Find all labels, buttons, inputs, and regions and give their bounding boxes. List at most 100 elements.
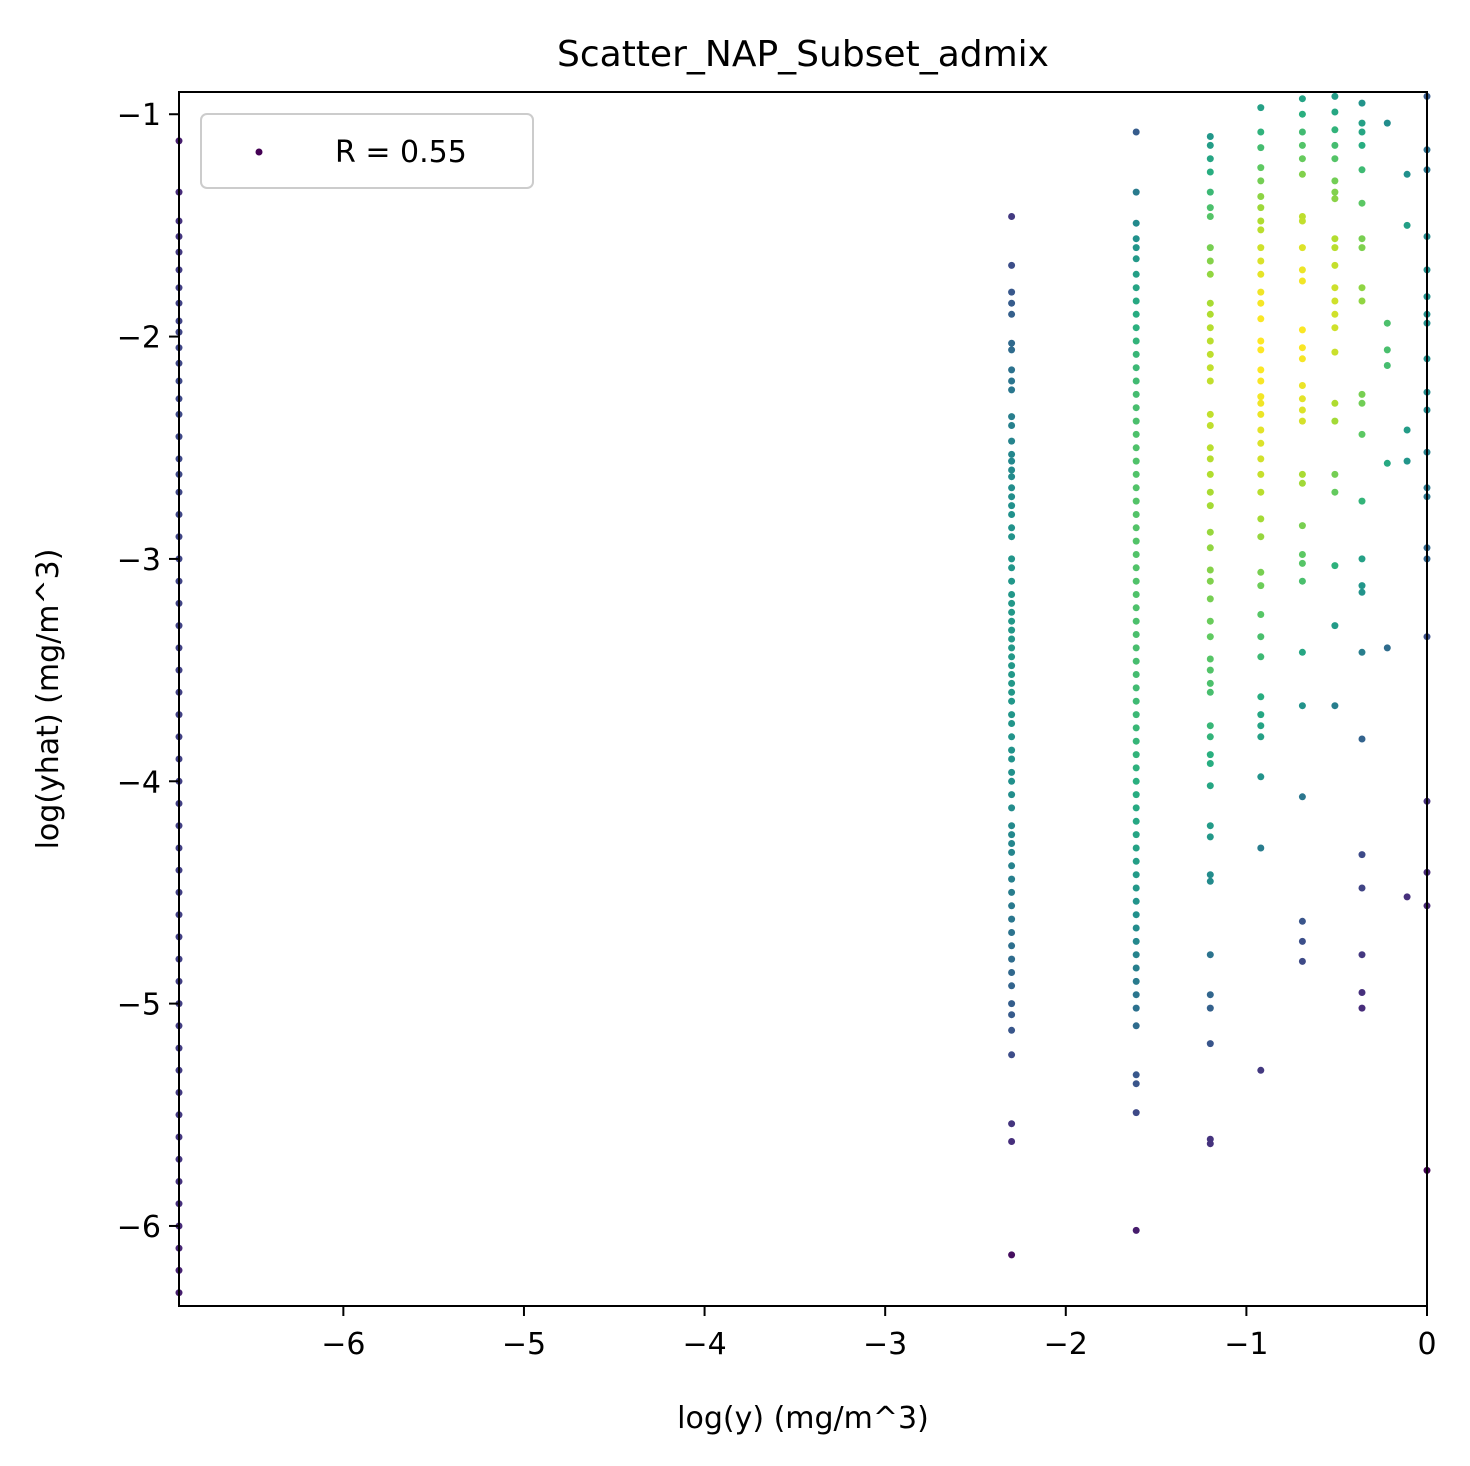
scatter-point bbox=[1132, 524, 1140, 532]
scatter-point bbox=[1257, 426, 1265, 434]
scatter-point bbox=[1132, 537, 1140, 545]
scatter-point bbox=[1257, 711, 1265, 719]
scatter-point bbox=[1206, 350, 1214, 358]
scatter-point bbox=[1206, 688, 1214, 696]
scatter-point bbox=[1257, 399, 1265, 407]
scatter-point bbox=[1132, 671, 1140, 678]
scatter-point bbox=[1383, 644, 1391, 652]
scatter-point bbox=[1132, 377, 1140, 385]
scatter-point bbox=[1257, 315, 1265, 323]
scatter-point bbox=[1298, 417, 1306, 425]
scatter-point bbox=[1008, 437, 1016, 445]
scatter-point bbox=[1206, 782, 1214, 790]
scatter-point bbox=[1008, 840, 1016, 847]
scatter-point bbox=[1383, 319, 1391, 327]
scatter-point bbox=[1206, 751, 1214, 759]
scatter-point bbox=[1132, 255, 1140, 263]
scatter-point bbox=[1206, 299, 1214, 307]
scatter-point bbox=[1132, 764, 1140, 772]
scatter-point bbox=[1008, 366, 1016, 374]
scatter-point bbox=[1206, 270, 1214, 278]
scatter-point bbox=[1008, 422, 1016, 429]
scatter-point bbox=[1331, 141, 1339, 149]
y-tick-label: −2 bbox=[117, 321, 161, 356]
scatter-point bbox=[1298, 155, 1306, 163]
scatter-point bbox=[1331, 195, 1339, 203]
y-tick-label: −5 bbox=[117, 988, 161, 1023]
scatter-point bbox=[1132, 270, 1140, 278]
scatter-point bbox=[1206, 213, 1214, 220]
scatter-point bbox=[1331, 155, 1339, 163]
scatter-point bbox=[1358, 851, 1366, 859]
scatter-point bbox=[1132, 235, 1140, 243]
scatter-point bbox=[1403, 893, 1411, 901]
scatter-point bbox=[1206, 877, 1214, 885]
scatter-point bbox=[1331, 348, 1339, 356]
scatter-point bbox=[1298, 470, 1306, 478]
scatter-point bbox=[1403, 457, 1411, 465]
x-axis-label: log(y) (mg/m^3) bbox=[677, 1401, 929, 1436]
scatter-point bbox=[1132, 937, 1140, 945]
scatter-point bbox=[1132, 577, 1140, 585]
scatter-point bbox=[1008, 982, 1016, 990]
scatter-point bbox=[1206, 204, 1214, 212]
scatter-point bbox=[1298, 217, 1306, 225]
scatter-point bbox=[1298, 702, 1306, 710]
scatter-point bbox=[1008, 377, 1016, 385]
scatter-point bbox=[1008, 466, 1016, 474]
scatter-point bbox=[1298, 522, 1306, 530]
scatter-point bbox=[1132, 1004, 1140, 1012]
legend-label: R = 0.55 bbox=[335, 135, 467, 170]
x-tick-label: −2 bbox=[1044, 1327, 1088, 1362]
scatter-point bbox=[1132, 484, 1140, 492]
scatter-point bbox=[1008, 915, 1016, 923]
scatter-point bbox=[1132, 897, 1140, 905]
scatter-point bbox=[1331, 622, 1339, 630]
scatter-point bbox=[1132, 857, 1140, 865]
scatter-point bbox=[1206, 141, 1214, 149]
scatter-point bbox=[1331, 297, 1339, 305]
scatter-point bbox=[1132, 564, 1140, 572]
scatter-point bbox=[1257, 337, 1265, 345]
scatter-point bbox=[1206, 244, 1214, 252]
scatter-point bbox=[1206, 655, 1214, 663]
scatter-point bbox=[1008, 1000, 1016, 1008]
scatter-point bbox=[1132, 924, 1140, 932]
scatter-point bbox=[1132, 457, 1140, 465]
scatter-point bbox=[1358, 951, 1366, 959]
scatter-point bbox=[1008, 804, 1016, 812]
scatter-point bbox=[1132, 470, 1140, 478]
x-tick-label: −6 bbox=[321, 1327, 365, 1362]
scatter-point bbox=[1383, 119, 1391, 127]
scatter-point bbox=[1008, 768, 1016, 776]
scatter-point bbox=[1298, 551, 1306, 558]
scatter-point bbox=[1257, 844, 1265, 852]
scatter-point bbox=[1331, 562, 1339, 570]
scatter-point bbox=[1298, 559, 1306, 567]
scatter-point bbox=[1008, 955, 1016, 963]
x-tick-label: 0 bbox=[1417, 1327, 1436, 1362]
legend-box bbox=[200, 113, 534, 189]
scatter-point bbox=[1008, 213, 1016, 220]
scatter-point bbox=[1206, 633, 1214, 641]
scatter-point bbox=[1132, 284, 1140, 292]
scatter-point bbox=[1132, 684, 1140, 692]
scatter-point bbox=[1008, 822, 1016, 830]
scatter-point bbox=[1008, 524, 1016, 532]
scatter-point bbox=[1206, 488, 1214, 496]
y-axis: −6 −5 −4 −3 −2 −1 bbox=[117, 98, 179, 1245]
scatter-point bbox=[1403, 426, 1411, 434]
scatter-point bbox=[1206, 422, 1214, 429]
scatter-point bbox=[1132, 711, 1140, 719]
scatter-point bbox=[1008, 688, 1016, 696]
scatter-point bbox=[1008, 1251, 1016, 1259]
scatter-point bbox=[1358, 284, 1366, 292]
scatter-point bbox=[1331, 244, 1339, 252]
scatter-point bbox=[1132, 444, 1140, 452]
scatter-point bbox=[1132, 884, 1140, 892]
y-axis-label: log(yhat) (mg/m^3) bbox=[31, 549, 66, 850]
scatter-point bbox=[1331, 470, 1339, 478]
scatter-point bbox=[1298, 355, 1306, 363]
scatter-point bbox=[1008, 791, 1016, 799]
